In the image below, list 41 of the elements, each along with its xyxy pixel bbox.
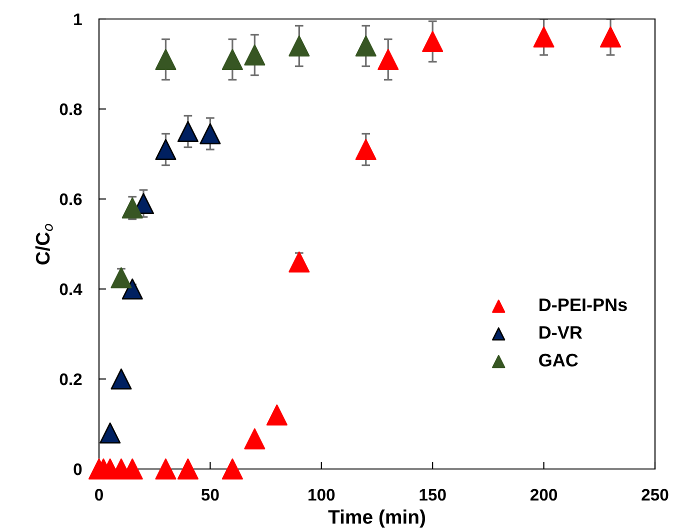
point: [244, 44, 266, 66]
x-axis-title: Time (min): [328, 510, 426, 528]
point: [378, 48, 399, 70]
point: [244, 428, 266, 450]
x-tick-label: 100: [308, 488, 335, 501]
point: [533, 26, 554, 48]
point: [110, 368, 132, 390]
point: [100, 422, 121, 444]
point: [600, 26, 622, 48]
x-tick-label: 0: [95, 488, 103, 501]
x-tick-label: 150: [420, 488, 446, 501]
point: [355, 138, 376, 160]
point: [110, 267, 132, 288]
point: [222, 458, 243, 480]
y-tick-label: 0.4: [60, 283, 82, 296]
y-axis-title: C/C$_{o}$: [35, 224, 53, 264]
x-tick-label: 250: [642, 488, 668, 501]
y-tick-label: 0.6: [60, 193, 82, 206]
y-tick-label: 0.8: [60, 103, 82, 116]
point: [122, 278, 143, 300]
point: [288, 251, 310, 273]
legend-label: GAC: [539, 354, 578, 367]
point: [177, 458, 198, 480]
point: [355, 35, 376, 57]
point: [177, 120, 198, 142]
x-tick-label: 50: [201, 488, 219, 501]
point: [422, 30, 444, 52]
point: [222, 48, 243, 70]
point: [155, 48, 176, 70]
point: [200, 123, 221, 144]
point: [266, 404, 288, 426]
y-tick-label: 0: [74, 463, 82, 476]
point: [122, 197, 143, 219]
y-tick-label: 1: [74, 14, 82, 26]
x-tick-label: 200: [530, 488, 558, 501]
point: [288, 35, 310, 57]
y-tick-label: 0.2: [60, 373, 82, 386]
legend-label: D-PEI-PNs: [540, 298, 627, 312]
point: [155, 138, 176, 160]
legend-label: D-VR: [540, 326, 582, 339]
point: [155, 458, 176, 480]
